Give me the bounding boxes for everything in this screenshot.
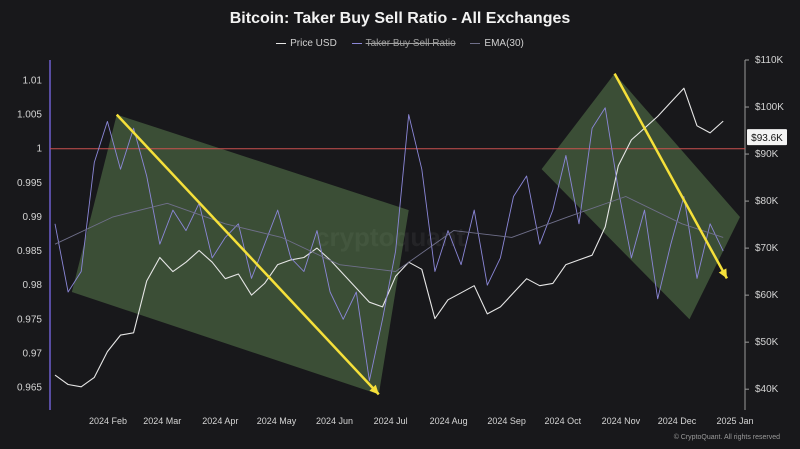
y-left-tick-3: 0.995 xyxy=(17,178,42,189)
y-right-tick-6: $50K xyxy=(755,337,779,348)
x-tick-2: 2024 Apr xyxy=(202,416,238,426)
y-left-tick-8: 0.97 xyxy=(23,348,43,359)
x-tick-9: 2024 Nov xyxy=(602,416,641,426)
legend-item-ratio[interactable]: Taker Buy Sell Ratio xyxy=(351,38,456,49)
y-right-tick-2: $90K xyxy=(755,149,779,160)
legend-item-price[interactable]: Price USD xyxy=(276,38,337,49)
legend-swatch-price xyxy=(276,42,287,44)
x-tick-11: 2025 Jan xyxy=(716,416,753,426)
y-right-tick-0: $110K xyxy=(755,55,784,66)
copyright-credit: © CryptoQuant. All rights reserved xyxy=(673,434,780,441)
series-line-1 xyxy=(54,107,724,382)
y-right-tick-5: $60K xyxy=(755,290,779,301)
legend-swatch-ema xyxy=(470,42,481,44)
x-tick-4: 2024 Jun xyxy=(316,416,353,426)
y-left-tick-7: 0.975 xyxy=(17,314,42,325)
y-right-tick-7: $40K xyxy=(755,384,779,395)
x-tick-3: 2024 May xyxy=(257,416,297,426)
chart-title: Bitcoin: Taker Buy Sell Ratio - All Exch… xyxy=(229,10,571,27)
y-right-tick-1: $100K xyxy=(755,102,784,113)
last-price-label: $93.6K xyxy=(751,133,783,144)
series-line-0 xyxy=(54,87,724,388)
series-line-2 xyxy=(54,196,724,272)
legend-label-price: Price USD xyxy=(290,38,337,49)
channel-2 xyxy=(541,73,740,320)
watermark: cryptoquant xyxy=(315,222,466,252)
legend-item-ema[interactable]: EMA(30) xyxy=(470,38,524,49)
legend: Price USD Taker Buy Sell Ratio EMA(30) xyxy=(0,38,800,49)
trend-arrow-head-2 xyxy=(718,268,727,279)
x-tick-6: 2024 Aug xyxy=(430,416,468,426)
x-tick-5: 2024 Jul xyxy=(374,416,408,426)
y-left-tick-2: 1 xyxy=(36,144,42,155)
x-tick-7: 2024 Sep xyxy=(487,416,526,426)
last-price-badge xyxy=(747,129,787,146)
legend-label-ratio: Taker Buy Sell Ratio xyxy=(365,38,456,49)
trend-arrow-head-1 xyxy=(369,384,379,395)
x-tick-8: 2024 Oct xyxy=(545,416,582,426)
legend-swatch-ratio xyxy=(351,42,362,44)
trend-arrow-1 xyxy=(115,113,380,396)
y-left-tick-1: 1.005 xyxy=(17,110,42,121)
y-left-tick-0: 1.01 xyxy=(23,75,43,86)
y-right-tick-4: $70K xyxy=(755,243,779,254)
channel-1 xyxy=(71,114,409,395)
y-left-tick-9: 0.965 xyxy=(17,383,42,394)
x-tick-0: 2024 Feb xyxy=(89,416,127,426)
x-tick-1: 2024 Mar xyxy=(143,416,181,426)
y-left-tick-6: 0.98 xyxy=(23,280,43,291)
y-left-tick-5: 0.985 xyxy=(17,246,42,257)
y-left-tick-4: 0.99 xyxy=(23,212,43,223)
legend-label-ema: EMA(30) xyxy=(484,38,524,49)
trend-arrow-2 xyxy=(613,73,728,279)
x-tick-10: 2024 Dec xyxy=(658,416,697,426)
y-right-tick-3: $80K xyxy=(755,196,779,207)
